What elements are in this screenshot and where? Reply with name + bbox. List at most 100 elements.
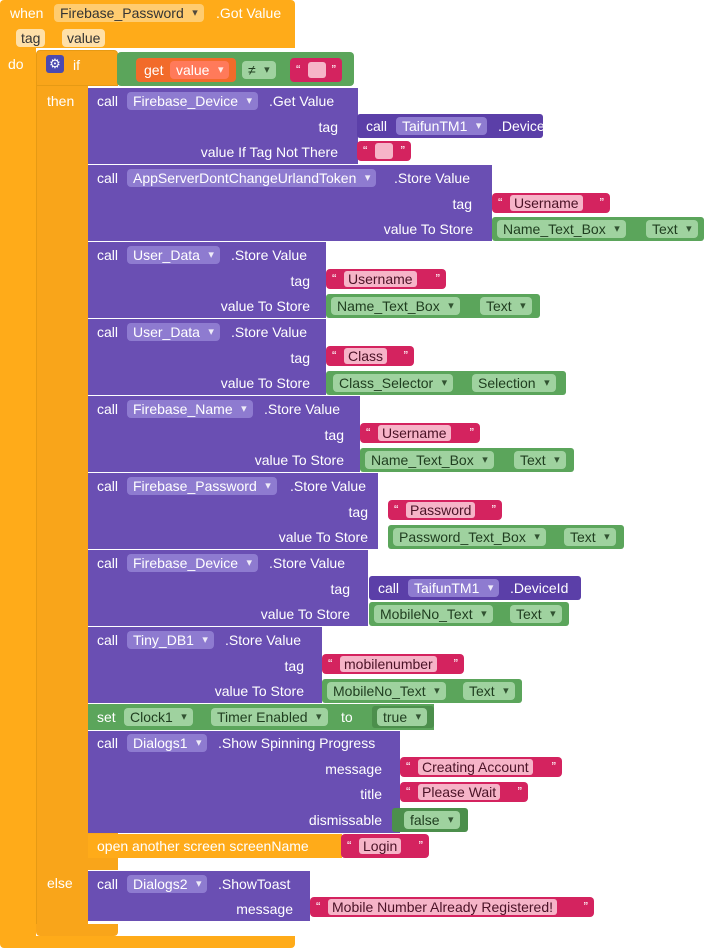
b2-method: .Store Value [394,170,471,186]
b3-value-label: value To Store [220,298,310,314]
b8-call: call [97,632,119,648]
b12-call: call [97,876,119,892]
b5-value-label: value To Store [254,452,344,468]
b10-message-text[interactable]: Creating Account [418,759,533,775]
b2-value-component-dropdown[interactable]: Name_Text_Box [497,220,626,238]
b2-tag-label: tag [452,196,472,212]
b5-call: call [97,401,119,417]
b1-value-text-block[interactable]: “” [357,141,411,161]
else-label: else [47,875,73,891]
b12-message-label: message [236,901,293,917]
gear-icon[interactable]: ⚙ [46,55,64,73]
b6-tag-text-block[interactable]: “Password” [388,500,502,520]
b8-component-dropdown[interactable]: Tiny_DB1 [127,631,214,649]
b8-tag-text[interactable]: mobilenumber [340,656,437,672]
empty-text-block[interactable]: “” [290,58,342,82]
b3-value-component-dropdown[interactable]: Name_Text_Box [331,297,460,315]
b10-title-text[interactable]: Please Wait [418,784,501,800]
b9-component-dropdown[interactable]: Clock1 [124,708,193,726]
b8-value-prop-dropdown[interactable]: Text [463,682,515,700]
b3-tag-text[interactable]: Username [344,271,417,287]
b6-value-prop-dropdown[interactable]: Text [564,528,616,546]
b8-method: .Store Value [225,632,302,648]
b7-component-dropdown[interactable]: Firebase_Device [127,554,259,572]
b4-tag-text-block[interactable]: “Class” [326,346,414,366]
param-tag[interactable]: tag [16,29,46,47]
b6-value-component-dropdown[interactable]: Password_Text_Box [393,528,546,546]
operator-dropdown[interactable]: ≠ [242,61,276,79]
then-label: then [47,93,75,109]
b12-component-dropdown[interactable]: Dialogs2 [127,875,208,893]
b3-call: call [97,247,119,263]
b10-message-text-block[interactable]: “Creating Account” [400,757,562,777]
b7-method: .Store Value [269,555,346,571]
b4-tag-text[interactable]: Class [344,348,388,364]
b5-method: .Store Value [264,401,341,417]
b3-component-dropdown[interactable]: User_Data [127,246,220,264]
event-do-arm [0,48,36,938]
b3-tag-label: tag [290,273,310,289]
when-label: when [10,5,44,21]
b7-tag-call: call [378,580,400,596]
b7-value-component-dropdown[interactable]: MobileNo_Text [374,605,493,623]
b2-value-prop-dropdown[interactable]: Text [646,220,698,238]
b7-tag-component-dropdown[interactable]: TaifunTM1 [408,579,500,597]
b4-call: call [97,324,119,340]
b5-tag-text-block[interactable]: “Username” [360,423,480,443]
get-label: get [144,62,164,78]
b8-value-label: value To Store [214,683,304,699]
b5-tag-text[interactable]: Username [378,425,451,441]
b1-value-text[interactable] [375,143,393,159]
b10-dismissable-label: dismissable [308,812,382,828]
b12-message-text[interactable]: Mobile Number Already Registered! [328,899,557,915]
b10-component-dropdown[interactable]: Dialogs1 [127,734,208,752]
param-value[interactable]: value [62,29,106,47]
b2-tag-text[interactable]: Username [510,195,583,211]
b3-method: .Store Value [231,247,308,263]
b9-value-dropdown[interactable]: true [377,708,428,726]
b12-method: .ShowToast [218,876,291,892]
b3-tag-text-block[interactable]: “Username” [326,269,446,289]
event-component-dropdown[interactable]: Firebase_Password [54,4,204,22]
b4-value-prop-dropdown[interactable]: Selection [472,374,556,392]
empty-text-value[interactable] [308,62,326,78]
b5-value-prop-dropdown[interactable]: Text [514,451,566,469]
b10-message-label: message [325,761,382,777]
b9-set: set [97,709,116,725]
b12-message-text-block[interactable]: “Mobile Number Already Registered!” [310,897,594,917]
b2-component-dropdown[interactable]: AppServerDontChangeUrlandToken [127,169,377,187]
if-bottom [36,924,118,936]
b7-tag-method: .DeviceId [510,580,569,596]
b6-call: call [97,478,119,494]
b3-value-prop-dropdown[interactable]: Text [480,297,532,315]
b8-tag-text-block[interactable]: “mobilenumber” [322,654,464,674]
b9-prop-dropdown[interactable]: Timer Enabled [211,708,328,726]
b5-value-component-dropdown[interactable]: Name_Text_Box [365,451,494,469]
b4-component-dropdown[interactable]: User_Data [127,323,220,341]
b10-title-label: title [360,786,382,802]
b11-screen-text[interactable]: Login [359,838,402,854]
b4-tag-label: tag [290,350,310,366]
do-label: do [8,56,24,72]
b4-value-component-dropdown[interactable]: Class_Selector [333,374,454,392]
get-var-dropdown[interactable]: value [170,61,230,79]
b1-tag-label: tag [318,119,338,135]
b10-method: .Show Spinning Progress [218,735,376,751]
b6-tag-text[interactable]: Password [406,502,476,518]
open-another-screen-block[interactable] [88,834,342,858]
b10-dismissable-dropdown[interactable]: false [404,811,460,829]
b5-component-dropdown[interactable]: Firebase_Name [127,400,253,418]
b10-call: call [97,735,119,751]
b7-value-prop-dropdown[interactable]: Text [510,605,562,623]
b11-screen-text-block[interactable]: “Login” [341,834,429,858]
if-then-arm [36,86,88,932]
b8-value-component-dropdown[interactable]: MobileNo_Text [327,682,446,700]
event-bottom [0,936,295,948]
b1-tag-component-dropdown[interactable]: TaifunTM1 [396,117,488,135]
b7-value-label: value To Store [260,606,350,622]
b10-title-text-block[interactable]: “Please Wait” [400,782,528,802]
b8-tag-label: tag [284,658,304,674]
b2-tag-text-block[interactable]: “Username” [492,193,610,213]
b1-component-dropdown[interactable]: Firebase_Device [127,92,259,110]
b6-component-dropdown[interactable]: Firebase_Password [127,477,277,495]
